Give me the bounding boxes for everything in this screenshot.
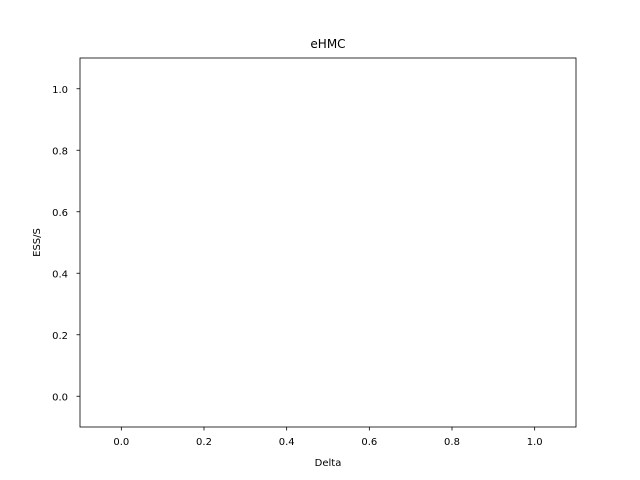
y-axis-label: ESS/S xyxy=(32,228,43,257)
x-tick-label: 0.4 xyxy=(279,437,295,448)
y-axis-ticks: 0.0 0.2 0.4 0.6 0.8 1.0 xyxy=(52,85,80,403)
y-tick-label: 0.2 xyxy=(52,331,68,342)
x-tick-label: 0.0 xyxy=(113,437,129,448)
y-tick-label: 0.0 xyxy=(52,392,68,403)
x-axis-label: Delta xyxy=(315,458,342,469)
x-tick-label: 1.0 xyxy=(527,437,543,448)
y-tick-label: 0.6 xyxy=(52,208,68,219)
chart-title: eHMC xyxy=(310,37,345,51)
plot-area-frame xyxy=(79,57,577,428)
x-tick-label: 0.6 xyxy=(361,437,377,448)
y-tick-label: 0.4 xyxy=(52,269,68,280)
y-tick-label: 1.0 xyxy=(52,85,68,96)
x-axis-ticks: 0.0 0.2 0.4 0.6 0.8 1.0 xyxy=(113,427,543,448)
x-tick-label: 0.2 xyxy=(196,437,212,448)
y-tick-label: 0.8 xyxy=(52,146,68,157)
x-tick-label: 0.8 xyxy=(444,437,460,448)
